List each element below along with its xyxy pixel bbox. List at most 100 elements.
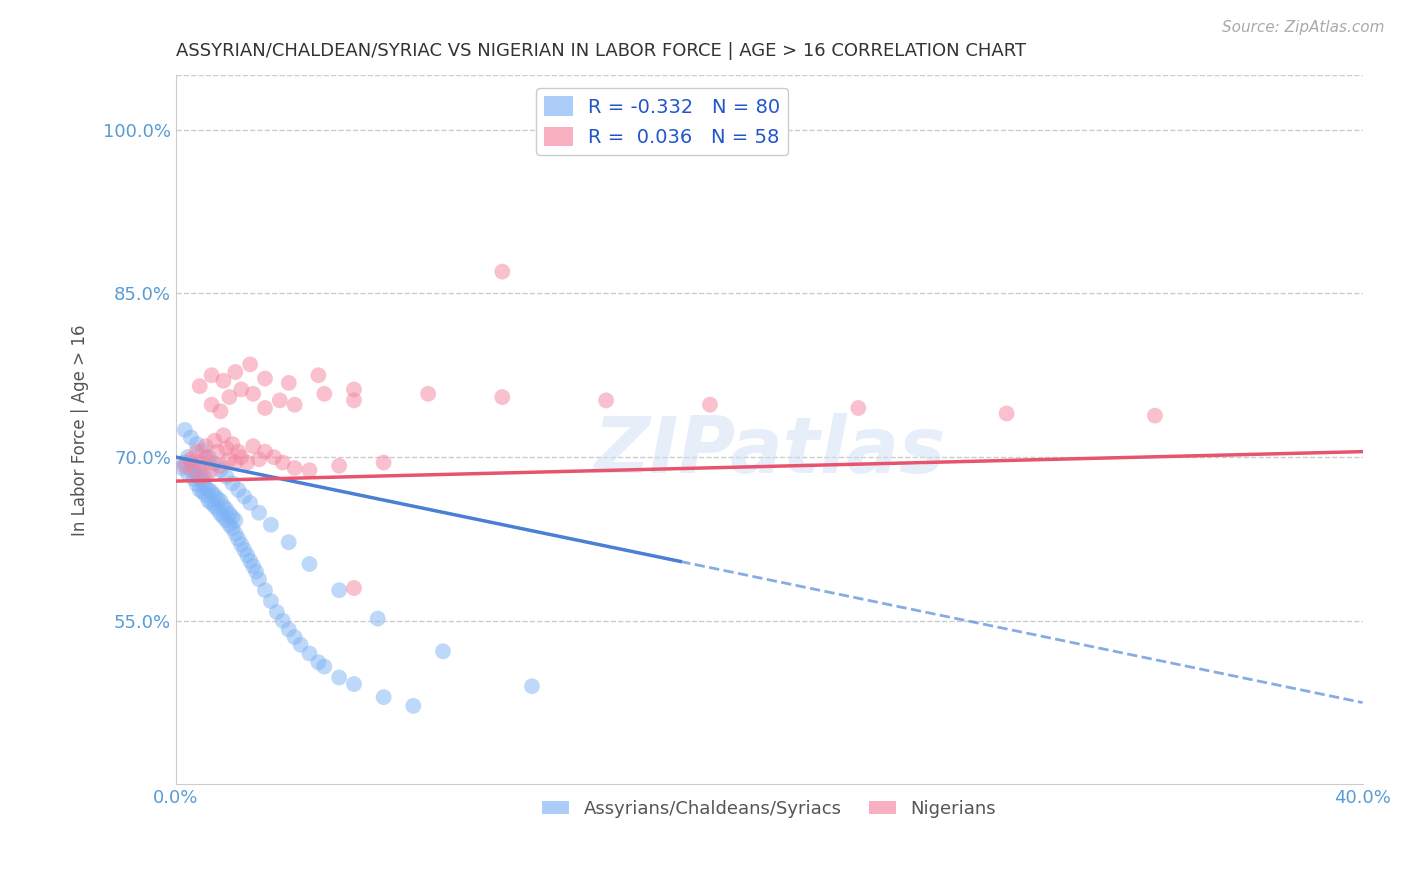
Point (204, 434, 226, 448)
Point (174, 456, 197, 470)
Point (194, 439, 217, 453)
Point (200, 485, 222, 500)
Point (995, 407, 1018, 421)
Point (197, 493, 219, 508)
Point (177, 450, 200, 464)
Point (224, 513, 246, 527)
Point (191, 469, 214, 483)
Point (298, 647, 321, 661)
Point (221, 521, 243, 535)
Point (186, 444, 208, 458)
Point (221, 437, 243, 451)
Point (233, 542, 256, 557)
Point (231, 383, 253, 397)
Point (180, 452, 202, 467)
Point (218, 517, 240, 532)
Point (418, 386, 440, 401)
Point (271, 456, 294, 470)
Point (242, 386, 264, 401)
Point (209, 404, 232, 418)
Point (260, 517, 283, 532)
Point (218, 452, 240, 467)
Point (177, 467, 200, 481)
Point (209, 507, 232, 521)
Point (194, 469, 217, 483)
Point (367, 611, 389, 625)
Point (186, 437, 208, 451)
Point (343, 383, 366, 397)
Point (402, 698, 425, 713)
Point (215, 469, 238, 483)
Point (224, 365, 246, 379)
Point (236, 456, 259, 470)
Point (1143, 409, 1166, 423)
Point (328, 671, 350, 685)
Point (520, 679, 543, 693)
Point (186, 477, 208, 491)
Point (188, 461, 211, 475)
Point (233, 489, 256, 503)
Point (314, 659, 336, 673)
Point (180, 456, 202, 470)
Point (699, 398, 721, 412)
Point (260, 594, 283, 608)
Point (373, 456, 395, 470)
Point (212, 428, 235, 442)
Point (284, 630, 307, 644)
Point (298, 463, 321, 477)
Point (188, 379, 211, 393)
Point (298, 557, 321, 571)
Point (263, 450, 285, 464)
Point (239, 496, 262, 510)
Point (253, 371, 276, 385)
Point (194, 450, 217, 464)
Point (307, 368, 329, 383)
Point (328, 458, 350, 473)
Text: ASSYRIAN/CHALDEAN/SYRIAC VS NIGERIAN IN LABOR FORCE | AGE > 16 CORRELATION CHART: ASSYRIAN/CHALDEAN/SYRIAC VS NIGERIAN IN … (176, 42, 1026, 60)
Point (277, 535, 299, 549)
Point (218, 507, 240, 521)
Point (191, 474, 214, 488)
Point (218, 390, 240, 404)
Point (307, 655, 329, 669)
Point (212, 374, 235, 388)
Point (271, 614, 294, 628)
Point (284, 398, 307, 412)
Point (207, 491, 229, 506)
Point (343, 677, 366, 691)
Point (207, 444, 229, 458)
Point (215, 502, 238, 516)
Point (215, 442, 238, 456)
Point (180, 463, 202, 477)
Point (212, 499, 235, 513)
Point (180, 430, 202, 444)
Point (491, 264, 513, 278)
Point (221, 510, 243, 524)
Point (231, 537, 253, 551)
Point (253, 583, 276, 598)
Point (174, 458, 197, 473)
Point (191, 443, 214, 458)
Point (197, 456, 219, 470)
Point (247, 452, 270, 467)
Point (226, 444, 249, 458)
Point (846, 401, 869, 415)
Point (284, 461, 307, 475)
Point (200, 368, 222, 383)
Point (212, 510, 235, 524)
Point (188, 483, 211, 497)
Point (215, 513, 238, 527)
Point (194, 481, 217, 495)
Point (253, 444, 276, 458)
Point (277, 623, 299, 637)
Point (328, 583, 350, 598)
Point (183, 463, 205, 477)
Point (221, 476, 243, 491)
Point (226, 532, 249, 546)
Point (200, 463, 222, 477)
Point (253, 401, 276, 415)
Point (204, 499, 226, 513)
Point (204, 488, 226, 502)
Legend: Assyrians/Chaldeans/Syriacs, Nigerians: Assyrians/Chaldeans/Syriacs, Nigerians (536, 793, 1004, 825)
Point (277, 376, 299, 390)
